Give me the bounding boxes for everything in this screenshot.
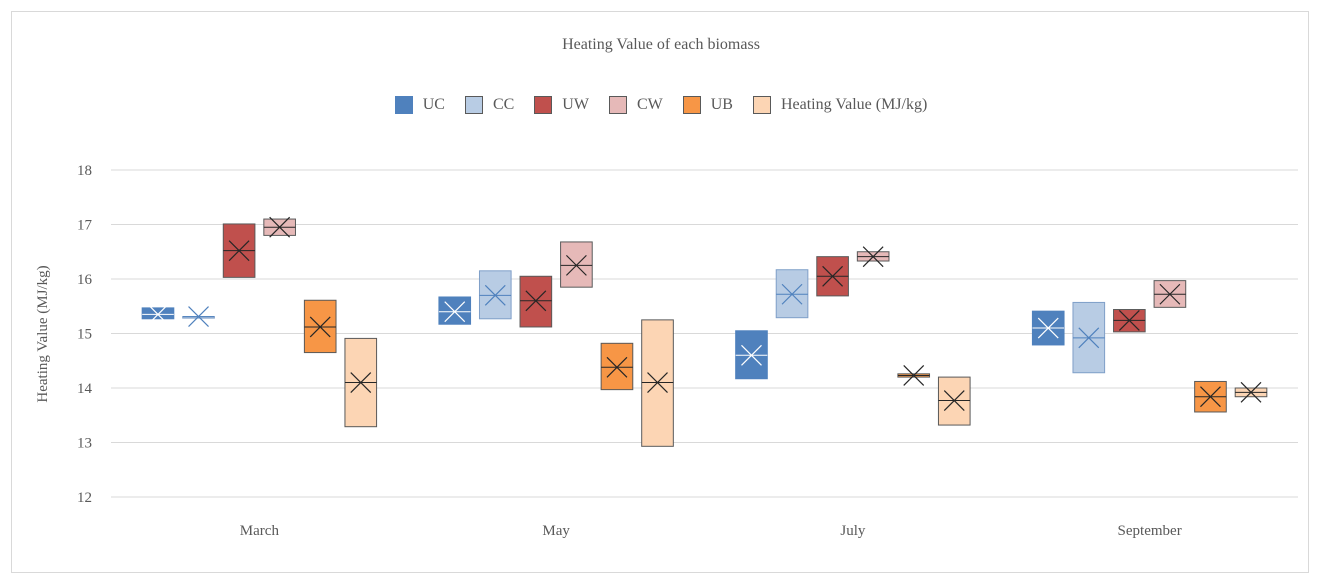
mean-marker <box>1037 317 1059 339</box>
legend-item: UB <box>682 96 733 114</box>
mean-marker <box>350 372 372 393</box>
mean-marker <box>1118 309 1140 331</box>
mean-marker <box>903 365 925 386</box>
mean-marker <box>781 283 803 305</box>
y-axis-title: Heating Value (MJ/kg) <box>35 265 51 402</box>
legend-label: Heating Value (MJ/kg) <box>780 96 928 113</box>
y-tick-label: 14 <box>77 381 93 397</box>
mean-marker <box>525 290 547 312</box>
y-tick-label: 12 <box>77 490 92 506</box>
legend-label: CC <box>492 96 515 113</box>
mean-marker <box>822 265 844 287</box>
mean-marker <box>1159 283 1181 305</box>
legend: UC CC UW CW UB Heating Value (MJ/kg) <box>0 96 1322 114</box>
x-category-label: March <box>240 523 280 539</box>
legend-swatch <box>752 96 771 114</box>
mean-marker <box>943 390 965 411</box>
legend-swatch <box>464 96 483 114</box>
mean-marker <box>188 306 209 328</box>
mean-marker <box>606 356 628 378</box>
y-tick-label: 15 <box>77 327 92 343</box>
mean-marker <box>1240 381 1262 403</box>
x-category-label: September <box>1118 523 1182 539</box>
chart-title: Heating Value of each biomass <box>562 36 760 53</box>
box-marks <box>141 216 1268 447</box>
legend-label: CW <box>636 96 663 113</box>
mean-marker <box>444 301 466 323</box>
legend-item: Heating Value (MJ/kg) <box>752 96 928 114</box>
legend-swatch <box>394 96 413 114</box>
mean-marker <box>1200 386 1221 408</box>
mean-marker <box>741 344 762 366</box>
legend-swatch <box>682 96 701 114</box>
legend-item: CW <box>608 96 663 114</box>
x-axis-labels: March May July September <box>240 523 1182 539</box>
y-tick-label: 17 <box>77 218 93 234</box>
box-uc <box>141 307 175 320</box>
legend-swatch <box>608 96 627 114</box>
chart-frame <box>11 11 1309 573</box>
mean-marker <box>862 246 884 268</box>
mean-marker <box>309 316 331 338</box>
legend-item: UC <box>394 96 445 114</box>
mean-marker <box>1078 327 1100 349</box>
y-tick-label: 18 <box>77 163 92 179</box>
legend-label: UC <box>422 96 445 113</box>
x-category-label: May <box>542 523 570 539</box>
legend-swatch <box>534 96 553 114</box>
y-axis-ticks: 12 13 14 15 16 17 18 <box>77 163 93 506</box>
legend-item: CC <box>464 96 515 114</box>
box-uc <box>438 296 472 325</box>
legend-item: UW <box>534 96 589 114</box>
legend-label: UW <box>562 96 589 113</box>
mean-marker <box>269 216 291 238</box>
mean-marker <box>484 284 506 306</box>
x-category-label: July <box>840 523 866 539</box>
mean-marker <box>228 240 250 262</box>
mean-marker <box>147 304 169 325</box>
legend-label: UB <box>710 96 733 113</box>
y-tick-label: 13 <box>77 436 92 452</box>
mean-marker <box>565 254 587 276</box>
y-tick-label: 16 <box>77 272 93 288</box>
mean-marker <box>647 372 668 393</box>
